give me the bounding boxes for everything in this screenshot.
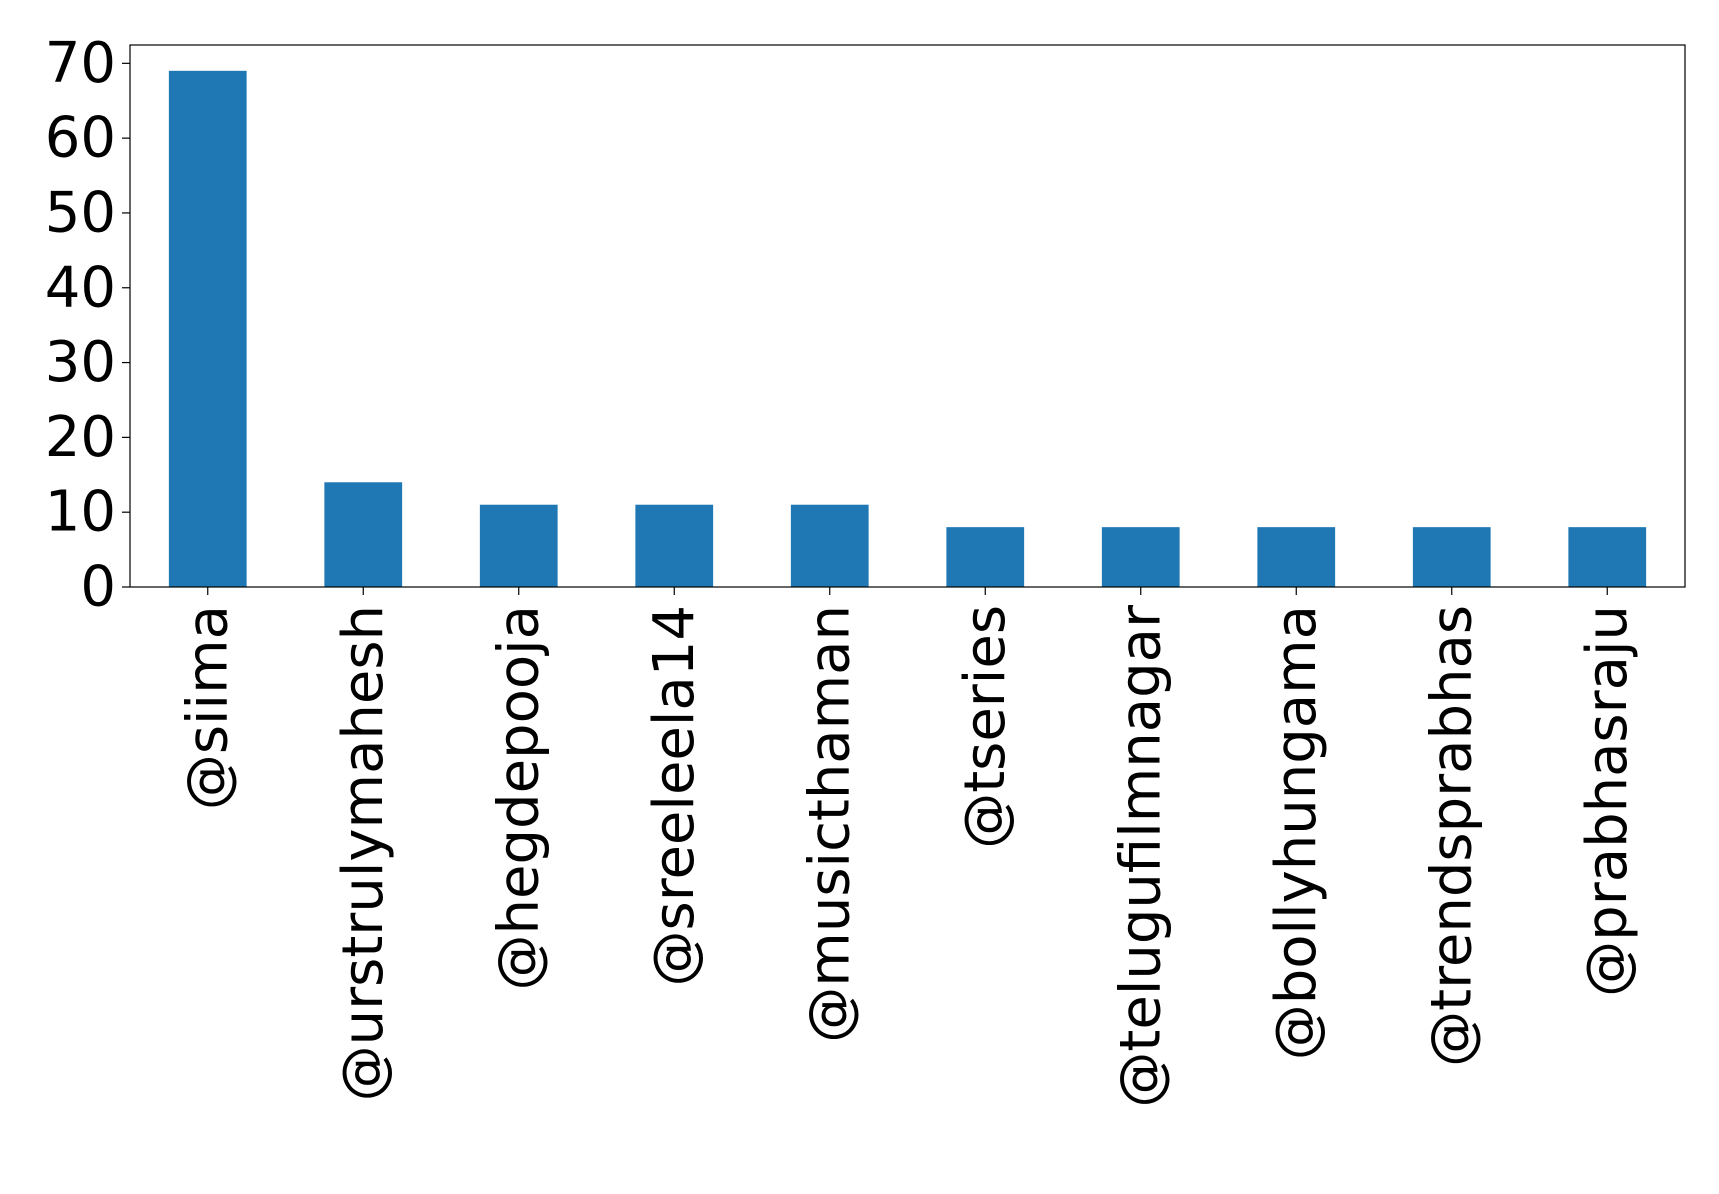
y-tick-label: 60 [45, 106, 116, 171]
x-tick-label: @sreeleela14 [642, 605, 707, 986]
y-tick-label: 0 [80, 555, 116, 620]
bar-trendsprabhas [1412, 527, 1491, 587]
bar-sreeleela14 [635, 504, 714, 587]
y-tick-label: 50 [45, 180, 116, 245]
bar-tseries [946, 527, 1025, 587]
bar-musicthaman [790, 504, 869, 587]
y-axis: 0 10 20 30 40 50 60 70 [45, 31, 130, 620]
bar-siima [168, 70, 247, 588]
bar-bollyhungama [1257, 527, 1336, 587]
bar-prabhasraju [1568, 527, 1647, 587]
x-tick-label: @hegdepooja [486, 605, 551, 990]
y-tick-label: 10 [45, 480, 116, 545]
y-tick-label: 70 [45, 31, 116, 96]
plot-frame [129, 44, 1686, 588]
x-tick-label: @tseries [953, 605, 1018, 849]
y-tick-label: 20 [45, 405, 116, 470]
bar-urstrulymahesh [324, 482, 403, 587]
bars-group [168, 70, 1647, 588]
x-tick-label: @musicthaman [797, 605, 862, 1043]
x-axis: @siima @urstrulymahesh @hegdepooja @sreelee… [175, 587, 1640, 1108]
bar-telugufilmnagar [1101, 527, 1180, 587]
x-tick-label: @bollyhungama [1264, 605, 1329, 1060]
x-tick-label: @urstrulymahesh [331, 605, 396, 1101]
x-tick-label: @trendsprabhas [1419, 605, 1484, 1067]
x-tick-label: @prabhasraju [1575, 605, 1640, 997]
y-tick-label: 40 [45, 255, 116, 320]
x-tick-label: @telugufilmnagar [1108, 604, 1173, 1108]
bar-hegdepooja [479, 504, 558, 587]
y-tick-label: 30 [45, 330, 116, 395]
x-tick-label: @siima [175, 605, 240, 810]
